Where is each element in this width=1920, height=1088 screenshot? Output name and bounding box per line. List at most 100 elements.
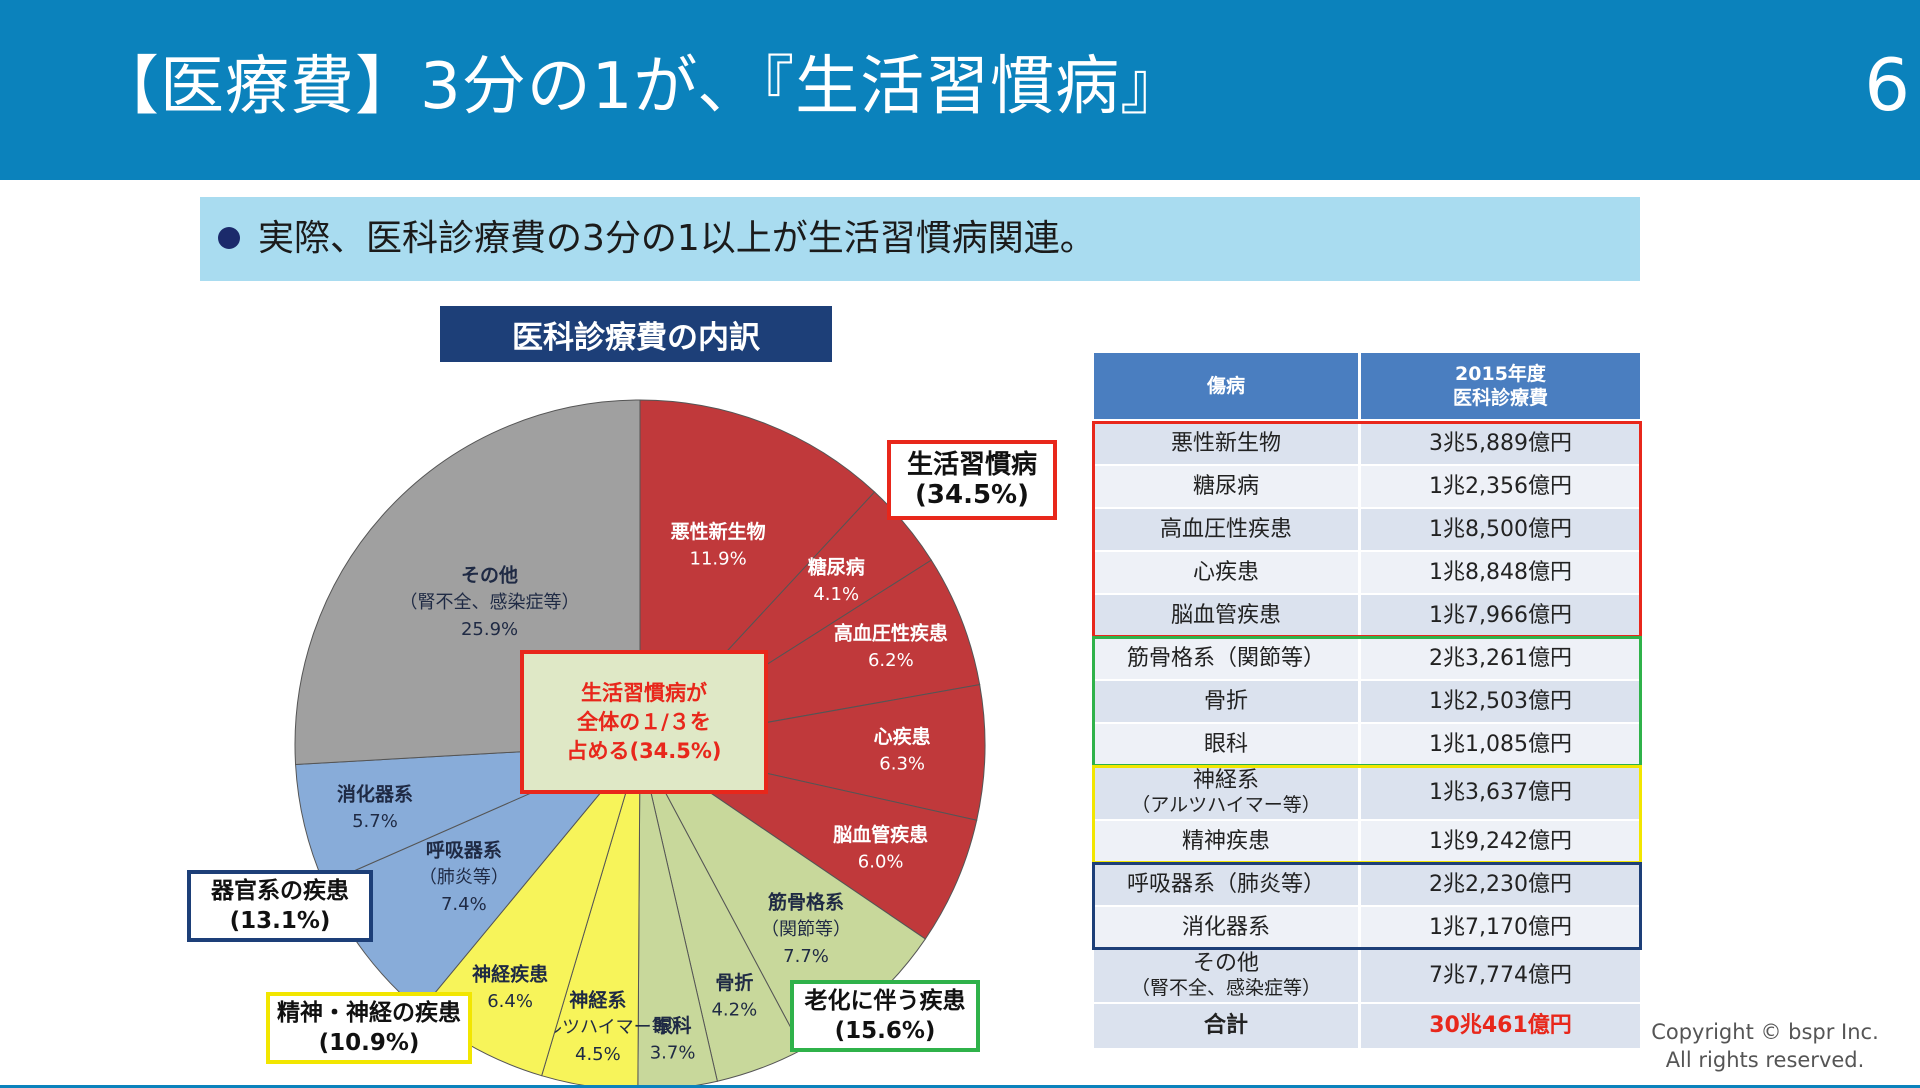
disease-cell: 悪性新生物 xyxy=(1094,423,1361,464)
callout-mental: 精神・神経の疾患 (10.9%) xyxy=(266,992,472,1064)
cost-cell: 7兆7,774億円 xyxy=(1429,963,1572,988)
table-row: 脳血管疾患 1兆7,966億円 xyxy=(1094,595,1640,636)
callout-aging: 老化に伴う疾患 (15.6%) xyxy=(790,980,980,1052)
table-row: 眼科 1兆1,085億円 xyxy=(1094,724,1640,765)
center-note-line: 生活習慣病が xyxy=(581,680,707,705)
cost-cell: 2兆3,261億円 xyxy=(1429,645,1572,671)
disease-name: 消化器系 xyxy=(1181,914,1270,940)
slice-label: 骨折 xyxy=(715,972,753,994)
disease-cell: 眼科 xyxy=(1094,724,1361,765)
pie-slice xyxy=(639,684,986,821)
cost-cell: 1兆8,500億円 xyxy=(1429,516,1572,542)
disease-name: 神経系 xyxy=(1192,768,1259,793)
group-border xyxy=(1092,636,1642,767)
copyright-line: All rights reserved. xyxy=(1665,1048,1865,1072)
disease-name: 心疾患 xyxy=(1192,559,1259,585)
cost-cell: 1兆2,356億円 xyxy=(1429,473,1572,499)
header-cost-line1: 2015年度 xyxy=(1455,363,1546,385)
disease-cell: 骨折 xyxy=(1094,681,1361,722)
disease-name: 脳血管疾患 xyxy=(1170,602,1281,628)
cost-cell: 3兆5,889億円 xyxy=(1429,430,1572,456)
table-row: 神経系 （アルツハイマー等） 1兆3,637億円 xyxy=(1094,767,1640,819)
slice-label: 眼科 xyxy=(654,1014,692,1037)
callout-name: 器官系の疾患 xyxy=(211,878,349,904)
callout-name: 老化に伴う疾患 xyxy=(804,988,966,1014)
total-cost: 30兆461億円 xyxy=(1429,1013,1572,1038)
group-border xyxy=(1092,421,1642,638)
copyright-line: Copyright © bspr Inc. xyxy=(1651,1020,1879,1044)
slice-label: 消化器系 xyxy=(337,783,413,806)
table-row: 悪性新生物 3兆5,889億円 xyxy=(1094,423,1640,464)
table-row: 高血圧性疾患 1兆8,500億円 xyxy=(1094,509,1640,550)
chart-title: 医科診療費の内訳 xyxy=(440,306,832,362)
disease-cell: 心疾患 xyxy=(1094,552,1361,593)
callout-pct: (34.5%) xyxy=(915,480,1029,510)
slice-percent: 6.4% xyxy=(487,991,533,1012)
cost-cell: 1兆9,242億円 xyxy=(1429,828,1572,854)
table-total-row: 合計 30兆461億円 xyxy=(1094,1004,1640,1048)
callout-pct: (10.9%) xyxy=(318,1030,420,1056)
header-cost: 2015年度 医科診療費 xyxy=(1361,353,1640,419)
disease-cell: 脳血管疾患 xyxy=(1094,595,1361,636)
slice-percent: 7.7% xyxy=(783,946,829,967)
disease-name: 悪性新生物 xyxy=(1170,430,1281,456)
disease-name: 高血圧性疾患 xyxy=(1159,516,1292,542)
callout-pct: (13.1%) xyxy=(229,908,331,934)
page-number: 6 xyxy=(1864,43,1910,127)
bottom-rule xyxy=(0,1085,1920,1088)
slice-percent: 11.9% xyxy=(690,548,747,569)
slice-sublabel: （関節等） xyxy=(761,919,851,940)
header-disease: 傷病 xyxy=(1094,353,1361,419)
disease-name: 眼科 xyxy=(1203,731,1248,757)
slice-percent: 6.3% xyxy=(879,753,925,774)
cost-cell: 1兆2,503億円 xyxy=(1429,688,1572,714)
disease-name: 精神疾患 xyxy=(1181,828,1270,854)
table-header-row: 傷病 2015年度 医科診療費 xyxy=(1094,353,1640,419)
table-row: 消化器系 1兆7,170億円 xyxy=(1094,907,1640,948)
disease-cell: 高血圧性疾患 xyxy=(1094,509,1361,550)
slide-title: 【医療費】3分の1が、『生活習慣病』 xyxy=(95,50,1186,124)
slice-label: 悪性新生物 xyxy=(671,520,766,543)
copyright: Copyright © bspr Inc. All rights reserve… xyxy=(1640,1018,1890,1074)
callout-name: 生活習慣病 xyxy=(906,450,1037,480)
disease-cell: 糖尿病 xyxy=(1094,466,1361,507)
disease-cell: 呼吸器系（肺炎等） xyxy=(1094,864,1361,905)
cost-cell: 2兆2,230億円 xyxy=(1429,871,1572,897)
slice-sublabel: （腎不全、感染症等） xyxy=(400,592,580,613)
slice-percent: 4.2% xyxy=(711,1000,757,1021)
cost-cell: 1兆3,637億円 xyxy=(1429,780,1572,805)
center-note: 生活習慣病が 全体の１/３を 占める(34.5%) xyxy=(520,650,768,794)
slice-percent: 6.0% xyxy=(858,852,904,873)
disease-name: 筋骨格系（関節等） xyxy=(1126,645,1325,671)
slice-percent: 4.5% xyxy=(575,1044,621,1065)
slice-percent: 6.2% xyxy=(868,650,914,671)
table-row: 筋骨格系（関節等） 2兆3,261億円 xyxy=(1094,638,1640,679)
slice-percent: 25.9% xyxy=(461,619,518,640)
disease-subname: （腎不全、感染症等） xyxy=(1130,977,1321,999)
slide-header: 【医療費】3分の1が、『生活習慣病』 6 xyxy=(0,0,1920,180)
summary-banner: 実際、医科診療費の3分の1以上が生活習慣病関連。 xyxy=(200,197,1640,281)
slice-sublabel: （肺炎等） xyxy=(419,867,509,888)
slice-percent: 4.1% xyxy=(813,584,859,605)
disease-cell: 消化器系 xyxy=(1094,907,1361,948)
slice-label: 脳血管疾患 xyxy=(832,823,928,846)
cost-cell: 1兆7,170億円 xyxy=(1429,914,1572,940)
disease-cell: 精神疾患 xyxy=(1094,821,1361,862)
slice-label: 神経系 xyxy=(569,989,626,1012)
slice-label: 糖尿病 xyxy=(808,556,865,579)
center-note-line: 全体の１/３を xyxy=(577,709,711,734)
disease-name: 骨折 xyxy=(1203,688,1248,714)
table-row: 糖尿病 1兆2,356億円 xyxy=(1094,466,1640,507)
slice-percent: 5.7% xyxy=(352,811,398,832)
table-row: 精神疾患 1兆9,242億円 xyxy=(1094,821,1640,862)
slice-label: 筋骨格系 xyxy=(768,890,844,913)
total-label: 合計 xyxy=(1094,1004,1361,1048)
bullet-icon xyxy=(218,227,240,249)
disease-name: 呼吸器系（肺炎等） xyxy=(1126,871,1325,897)
callout-lifestyle: 生活習慣病 (34.5%) xyxy=(887,440,1057,520)
slice-label: その他 xyxy=(461,563,518,586)
group-border xyxy=(1092,862,1642,950)
slice-percent: 3.7% xyxy=(650,1042,696,1063)
table-row: その他 （腎不全、感染症等） 7兆7,774億円 xyxy=(1094,950,1640,1002)
